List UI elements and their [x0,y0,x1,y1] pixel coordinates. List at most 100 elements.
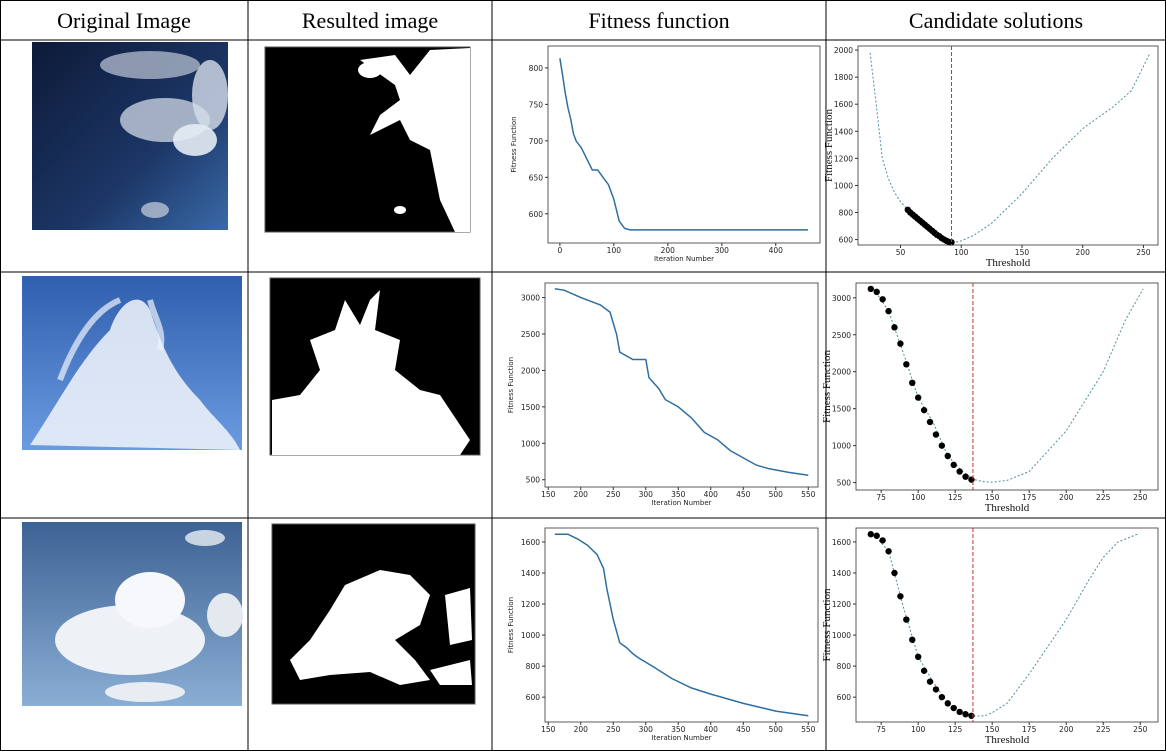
candidate-point [873,288,880,296]
y-tick-label: 750 [529,100,544,109]
header: Fitness function [588,8,729,33]
chart: 150 200 250 300 350 400 450 500 550 600 800 1000 120… [507,527,819,742]
header: Resulted image [302,8,438,33]
x-tick-label: 200 [1076,248,1091,257]
x-tick-label: 250 [1133,493,1148,502]
candidate-point [867,285,875,293]
candidate-point [956,468,963,475]
x-tick-label: 200 [574,725,589,734]
y-tick-label: 1400 [832,569,851,578]
candidate-point [920,406,928,414]
x-tick-label: 300 [715,246,730,255]
x-tick-label: 300 [639,725,654,734]
plot-frame [544,282,819,488]
y-tick-label: 600 [526,693,541,702]
candidate-point [950,704,957,712]
candidate-point [909,636,916,643]
y-tick-label: 1400 [521,569,540,578]
data-line [559,58,809,231]
x-tick-label: 450 [736,490,751,499]
candidate-point [873,532,880,539]
x-axis-label: Threshold [985,502,1030,514]
x-tick-label: 400 [704,490,719,499]
candidate-point [909,379,916,387]
y-tick-label: 3000 [832,294,851,303]
x-tick-label: 550 [801,490,816,499]
y-tick-label: 800 [526,662,541,671]
x-tick-label: 175 [1022,493,1037,502]
y-tick-label: 800 [839,209,854,218]
data-line [873,533,1138,717]
candidate-point [891,569,898,577]
y-tick-label: 1000 [834,181,853,190]
y-tick-label: 3000 [521,294,540,303]
y-tick-label: 600 [839,236,854,245]
data-line [873,288,1144,483]
candidate-point [879,537,886,544]
candidate-point [950,461,957,469]
x-tick-label: 250 [1136,248,1151,257]
y-axis-label: Fitness Function [821,588,833,662]
original-image [22,522,243,706]
x-tick-label: 225 [1096,493,1111,502]
chart: 50 100 150 200 250 600 800 1000 1200 1400 1600 1800… [823,45,1159,269]
plot-frame [547,45,821,244]
y-axis-label: Fitness Function [821,349,833,423]
y-tick-label: 1000 [521,631,540,640]
y-tick-label: 600 [837,693,852,702]
y-tick-label: 1800 [834,73,853,82]
header: Candidate solutions [909,8,1083,33]
candidate-point [903,616,910,623]
x-axis-label: Iteration Number [651,734,711,742]
candidate-point [897,340,904,347]
resulted-image [269,277,481,456]
x-tick-label: 100 [954,248,969,257]
x-tick-label: 100 [911,725,926,734]
y-tick-label: 2000 [521,366,540,375]
y-tick-label: 1500 [832,405,851,414]
y-tick-label: 1600 [834,100,853,109]
x-tick-label: 175 [1022,725,1037,734]
x-tick-label: 200 [1059,725,1074,734]
y-tick-label: 700 [529,137,544,146]
x-tick-label: 550 [801,725,816,734]
x-tick-label: 125 [948,493,963,502]
candidate-point [920,667,928,674]
x-tick-label: 100 [911,493,926,502]
candidate-point [956,708,963,716]
y-axis-label: Fitness Function [507,357,515,413]
x-tick-label: 400 [704,725,719,734]
candidate-point [914,394,922,401]
x-tick-label: 75 [876,493,886,502]
x-tick-label: 250 [606,490,621,499]
candidate-point [932,431,940,438]
candidate-point [944,700,951,707]
y-tick-label: 500 [526,476,541,485]
data-line [554,288,809,477]
candidate-point [938,442,946,449]
x-tick-label: 75 [876,725,886,734]
plot-frame [544,527,819,723]
original-image [32,42,228,230]
candidate-point [885,307,892,315]
chart: 75 100 125 150 175 200 225 250 500 1000 1500 2000 25… [821,282,1159,514]
candidate-point [914,653,922,661]
y-tick-label: 2500 [832,331,851,340]
y-tick-label: 2500 [521,330,540,339]
chart: 0 100 200 300 400 600 650 700 750 800 Iteration Nu… [510,45,821,263]
candidate-point [962,473,969,480]
chart: 150 200 250 300 350 400 450 500 550 500 1000 1500 20… [507,282,819,507]
x-tick-label: 125 [948,725,963,734]
y-tick-label: 1000 [832,631,851,640]
x-tick-label: 225 [1096,725,1111,734]
x-tick-label: 350 [671,490,686,499]
candidate-point [879,296,886,303]
x-tick-label: 150 [541,725,556,734]
y-tick-label: 1400 [834,127,853,136]
x-tick-label: 150 [985,493,1000,502]
x-tick-label: 350 [671,725,686,734]
y-axis-label: Fitness Function [507,597,515,653]
x-tick-label: 50 [896,248,906,257]
y-tick-label: 1200 [834,154,853,163]
